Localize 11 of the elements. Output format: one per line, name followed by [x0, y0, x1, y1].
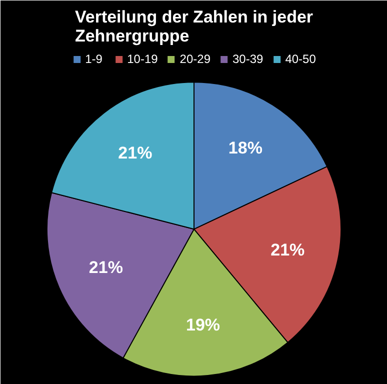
legend-label: 40-50: [285, 52, 316, 66]
legend-label: 1-9: [85, 52, 104, 66]
data-label: 21%: [88, 258, 123, 277]
legend-label: 20-29: [180, 52, 210, 66]
data-label: 21%: [270, 240, 305, 260]
data-label: 19%: [186, 316, 220, 335]
data-label: 18%: [228, 138, 262, 158]
chart-title: Verteilung der Zahlen in jeder Zehnergruppe: [74, 8, 314, 46]
legend-label: 30-39: [232, 52, 264, 66]
legend-label: 10-19: [127, 52, 158, 66]
data-label: 21%: [118, 144, 152, 163]
